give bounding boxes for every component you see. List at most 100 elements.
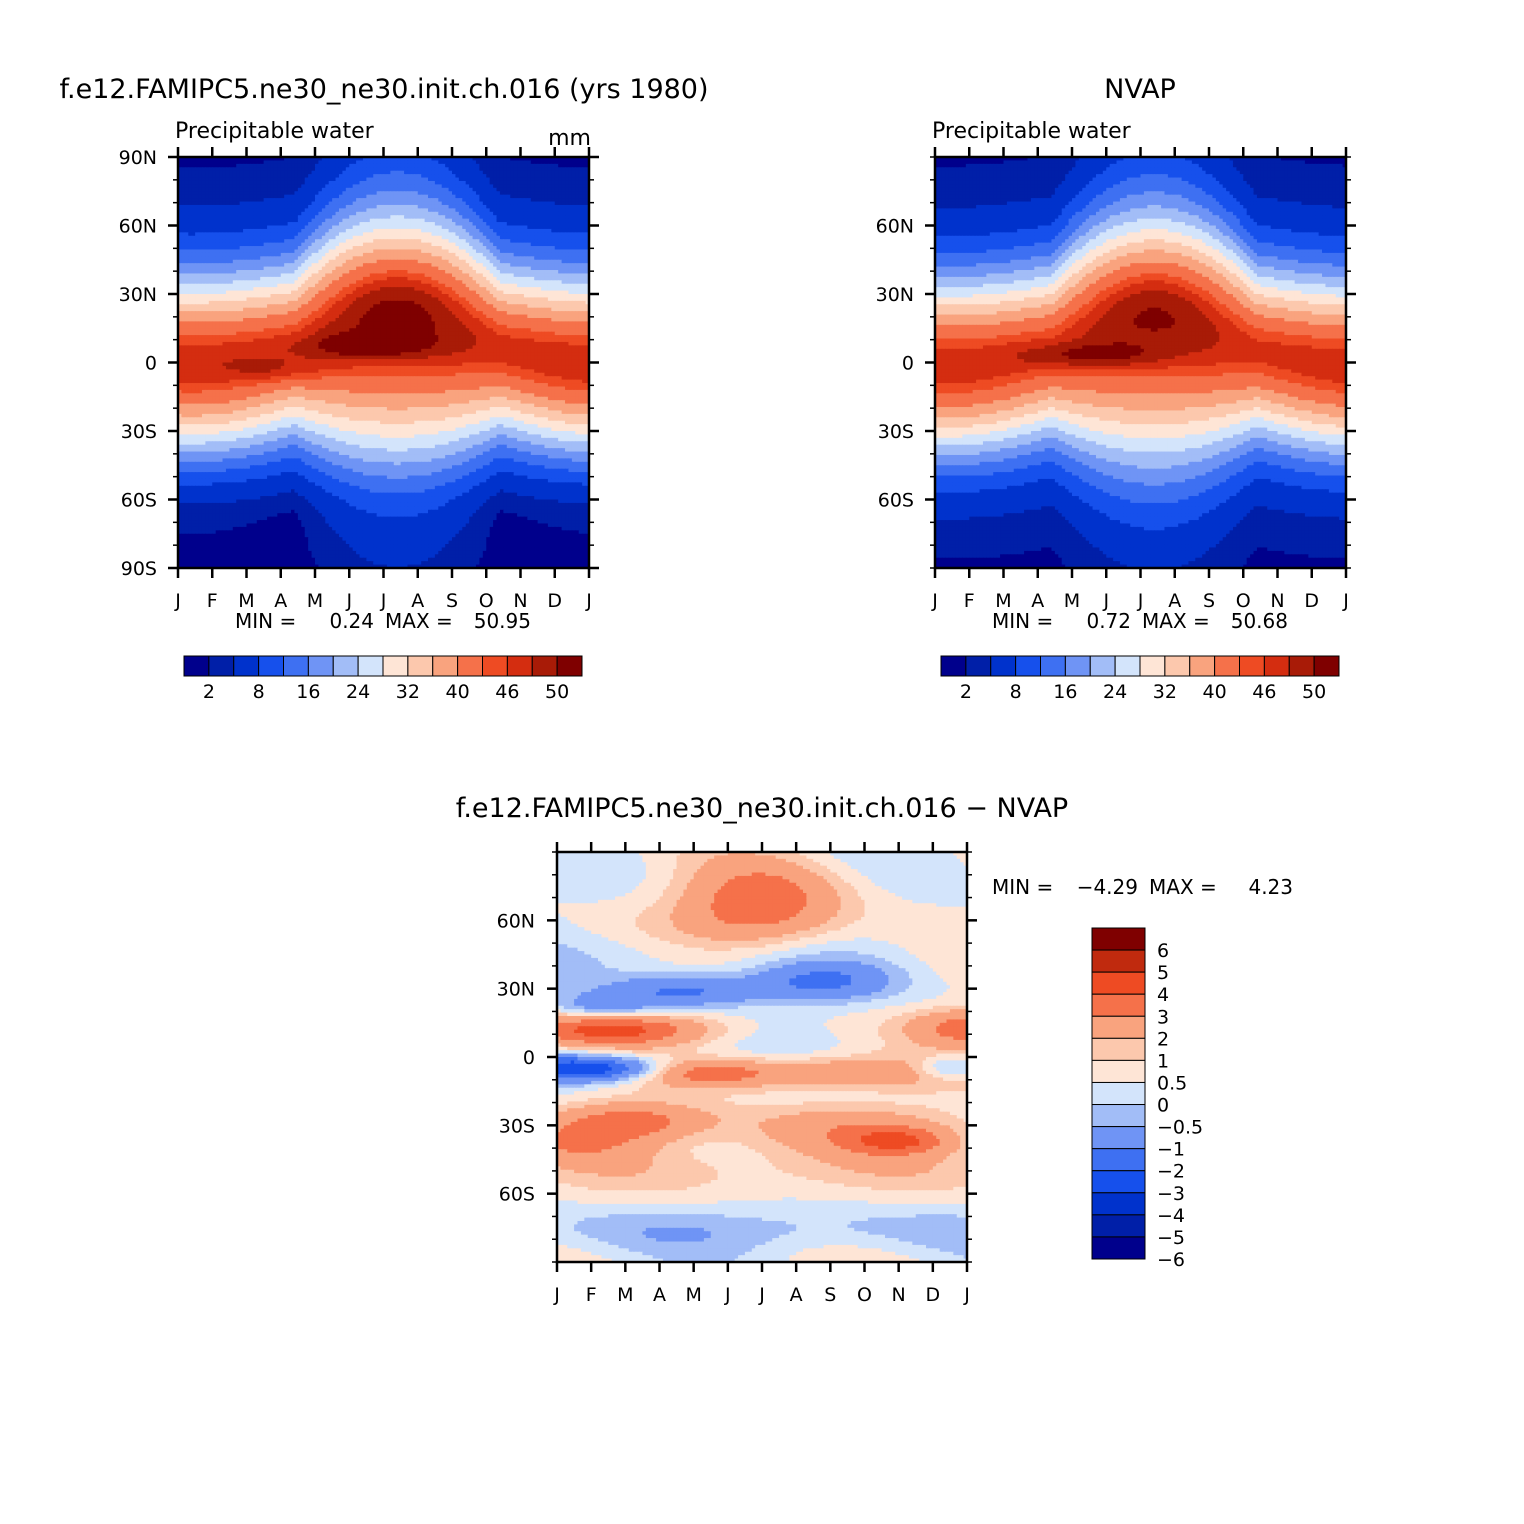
contour-cell	[530, 290, 535, 295]
contour-cell	[558, 242, 563, 247]
contour-cell	[321, 167, 326, 172]
contour-cell	[376, 232, 381, 237]
contour-cell	[287, 232, 292, 237]
contour-cell	[301, 232, 306, 237]
contour-cell	[571, 273, 576, 278]
panel-model-contour	[178, 157, 589, 568]
contour-cell	[520, 235, 525, 240]
contour-cell	[215, 287, 220, 292]
contour-cell	[280, 174, 285, 179]
contour-cell	[362, 259, 367, 264]
contour-cell	[205, 208, 210, 213]
contour-cell	[414, 228, 419, 233]
contour-cell	[537, 177, 542, 182]
contour-cell	[475, 266, 480, 271]
contour-cell	[208, 283, 213, 288]
contour-cell	[181, 259, 186, 264]
contour-cell	[260, 290, 265, 295]
contour-cell	[465, 218, 470, 223]
contour-cell	[565, 167, 570, 172]
contour-cell	[493, 177, 498, 182]
contour-cell	[263, 246, 268, 251]
contour-cell	[479, 256, 484, 261]
contour-cell	[287, 270, 292, 275]
contour-cell	[273, 208, 278, 213]
contour-cell	[335, 187, 340, 192]
contour-cell	[496, 211, 501, 216]
contour-cell	[475, 194, 480, 199]
contour-cell	[438, 256, 443, 261]
contour-cell	[386, 228, 391, 233]
contour-cell	[328, 180, 333, 185]
contour-cell	[523, 184, 528, 189]
contour-cell	[205, 218, 210, 223]
contour-cell	[291, 283, 296, 288]
contour-cell	[400, 198, 405, 203]
contour-cell	[215, 201, 220, 206]
contour-cell	[458, 222, 463, 227]
contour-cell	[325, 239, 330, 244]
contour-cell	[342, 297, 347, 302]
contour-cell	[434, 194, 439, 199]
contour-cell	[243, 215, 248, 220]
contour-cell	[232, 280, 237, 285]
contour-cell	[541, 167, 546, 172]
contour-cell	[195, 256, 200, 261]
contour-cell	[267, 228, 272, 233]
contour-cell	[253, 215, 258, 220]
contour-cell	[397, 198, 402, 203]
contour-cell	[523, 232, 528, 237]
contour-cell	[356, 294, 361, 299]
contour-cell	[462, 211, 467, 216]
contour-cell	[431, 184, 436, 189]
contour-cell	[482, 228, 487, 233]
contour-cell	[301, 174, 306, 179]
contour-cell	[428, 294, 433, 299]
contour-cell	[551, 256, 556, 261]
contour-cell	[462, 184, 467, 189]
contour-cell	[441, 290, 446, 295]
contour-cell	[249, 157, 254, 162]
contour-cell	[215, 294, 220, 299]
contour-cell	[212, 235, 217, 240]
contour-cell	[178, 157, 183, 162]
contour-cell	[345, 242, 350, 247]
contour-cell	[315, 204, 320, 209]
contour-cell	[222, 270, 227, 275]
contour-cell	[287, 228, 292, 233]
contour-cell	[410, 208, 415, 213]
contour-cell	[513, 191, 518, 196]
contour-cell	[493, 276, 498, 281]
contour-cell	[362, 232, 367, 237]
contour-cell	[417, 239, 422, 244]
contour-cell	[400, 201, 405, 206]
contour-cell	[486, 228, 491, 233]
contour-cell	[188, 242, 193, 247]
contour-cell	[393, 249, 398, 254]
contour-cell	[349, 294, 354, 299]
contour-cell	[232, 218, 237, 223]
contour-cell	[184, 280, 189, 285]
contour-cell	[424, 239, 429, 244]
contour-cell	[195, 218, 200, 223]
contour-cell	[513, 246, 518, 251]
contour-cell	[438, 290, 443, 295]
contour-cell	[441, 208, 446, 213]
contour-cell	[571, 201, 576, 206]
contour-cell	[332, 287, 337, 292]
contour-cell	[568, 177, 573, 182]
contour-cell	[243, 222, 248, 227]
contour-cell	[280, 208, 285, 213]
contour-cell	[386, 249, 391, 254]
contour-cell	[407, 273, 412, 278]
contour-cell	[297, 180, 302, 185]
contour-cell	[332, 157, 337, 162]
contour-cell	[414, 160, 419, 165]
contour-cell	[458, 174, 463, 179]
contour-cell	[465, 280, 470, 285]
contour-cell	[575, 194, 580, 199]
contour-cell	[383, 249, 388, 254]
contour-cell	[376, 276, 381, 281]
contour-cell	[520, 163, 525, 168]
contour-cell	[178, 198, 183, 203]
